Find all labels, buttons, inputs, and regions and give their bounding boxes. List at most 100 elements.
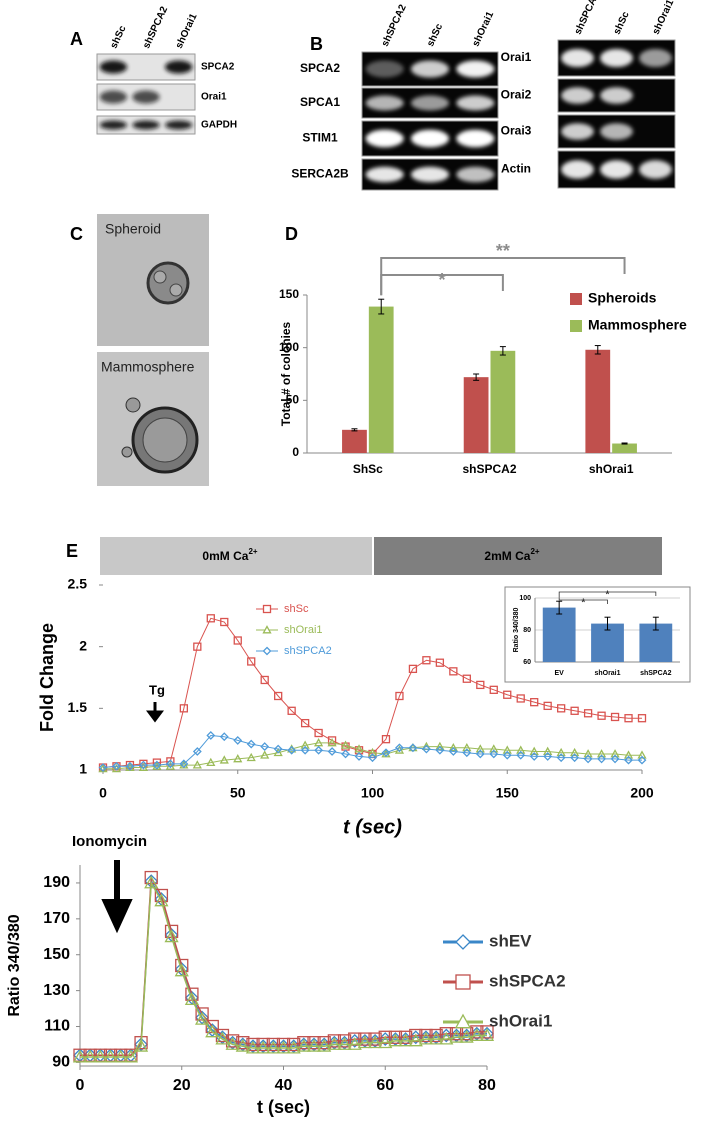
lane-label: shSPCA2 xyxy=(380,3,409,49)
blot-band xyxy=(600,49,633,67)
lane-label: shOrai1 xyxy=(470,10,496,49)
row-label: Orai1 xyxy=(201,92,227,103)
image-label: Mammosphere xyxy=(101,359,195,375)
panel-label: E xyxy=(66,541,78,561)
mammosphere-cell xyxy=(142,417,188,463)
series-line xyxy=(102,734,642,769)
marker xyxy=(557,704,566,713)
marker xyxy=(233,735,243,745)
error-bar xyxy=(621,442,628,445)
marker xyxy=(358,1032,372,1046)
marker xyxy=(429,1028,443,1043)
marker xyxy=(503,690,512,699)
row-label: SERCA2B xyxy=(291,167,349,181)
y-tick-label: 0 xyxy=(292,445,299,459)
significance-label: * xyxy=(439,270,446,290)
marker xyxy=(144,875,159,889)
marker xyxy=(274,691,283,701)
blot-band xyxy=(639,49,672,67)
marker xyxy=(236,1036,250,1050)
panel-c-images xyxy=(97,214,209,486)
marker xyxy=(266,1040,281,1054)
x-tick-label: shOrai1 xyxy=(594,670,620,677)
x-tick-label: ShSc xyxy=(353,462,383,476)
x-tick-label: EV xyxy=(554,670,564,677)
marker xyxy=(556,753,566,763)
marker xyxy=(610,712,620,722)
blot-band xyxy=(132,120,160,130)
marker xyxy=(314,728,323,738)
phase-label: 0mM Ca2+ xyxy=(202,547,257,563)
row-label: SPCA1 xyxy=(300,95,340,109)
marker xyxy=(337,1034,352,1048)
error-bar xyxy=(652,616,659,631)
marker xyxy=(219,755,229,764)
marker xyxy=(489,749,499,759)
marker xyxy=(570,753,580,763)
marker xyxy=(367,747,378,757)
marker xyxy=(133,1038,149,1052)
marker xyxy=(193,642,202,651)
marker xyxy=(378,1035,393,1049)
blot-band xyxy=(410,60,450,78)
marker xyxy=(462,742,472,752)
marker xyxy=(225,1037,240,1050)
marker xyxy=(357,1035,373,1049)
marker xyxy=(596,749,607,758)
blot-band xyxy=(600,160,633,179)
marker xyxy=(480,1025,494,1039)
x-tick-label: 0 xyxy=(99,785,107,801)
x-tick-label: 150 xyxy=(496,785,520,801)
marker xyxy=(179,704,189,713)
row-label: STIM1 xyxy=(302,131,338,145)
marker xyxy=(174,963,189,977)
x-tick-label: shOrai1 xyxy=(589,462,634,476)
stimulus-label: Ionomycin xyxy=(72,833,147,850)
marker xyxy=(367,1035,383,1049)
marker xyxy=(354,752,364,761)
marker xyxy=(408,664,418,674)
marker xyxy=(192,747,202,756)
significance-bracket xyxy=(380,257,626,296)
marker xyxy=(529,746,539,755)
marker xyxy=(583,754,593,764)
marker xyxy=(219,732,229,742)
marker xyxy=(125,760,135,770)
marker xyxy=(317,1036,331,1050)
marker xyxy=(337,1037,352,1050)
marker xyxy=(273,747,283,757)
series-line xyxy=(80,874,487,1056)
marker xyxy=(233,636,242,645)
stimulus-arrow xyxy=(146,702,164,723)
marker xyxy=(98,763,108,772)
marker xyxy=(313,738,324,747)
row-label: Actin xyxy=(501,162,531,176)
y-tick-label: 110 xyxy=(44,1018,70,1035)
marker xyxy=(194,1012,210,1025)
marker xyxy=(476,680,485,690)
marker xyxy=(287,745,297,755)
marker xyxy=(610,749,620,758)
error-bar xyxy=(594,345,601,355)
row-label: SPCA2 xyxy=(201,62,235,73)
marker xyxy=(103,1049,118,1063)
x-tick-label: 50 xyxy=(230,785,246,801)
marker xyxy=(489,685,498,694)
significance-bracket xyxy=(558,597,608,604)
y-tick-label: 1 xyxy=(79,761,87,777)
marker xyxy=(556,747,566,757)
y-tick-label: 90 xyxy=(52,1054,70,1071)
y-axis-label: Ratio 340/380 xyxy=(513,608,520,653)
mammosphere-cell xyxy=(125,397,141,413)
marker xyxy=(276,1037,291,1052)
marker xyxy=(314,745,324,755)
marker xyxy=(623,750,634,759)
marker xyxy=(381,735,391,744)
marker xyxy=(260,742,270,751)
panel-label: B xyxy=(310,34,323,54)
blot-band xyxy=(410,166,450,183)
marker xyxy=(246,1037,260,1052)
legend-swatch xyxy=(570,293,582,305)
x-tick-label: 0 xyxy=(76,1077,85,1094)
x-tick-label: 80 xyxy=(478,1077,496,1094)
